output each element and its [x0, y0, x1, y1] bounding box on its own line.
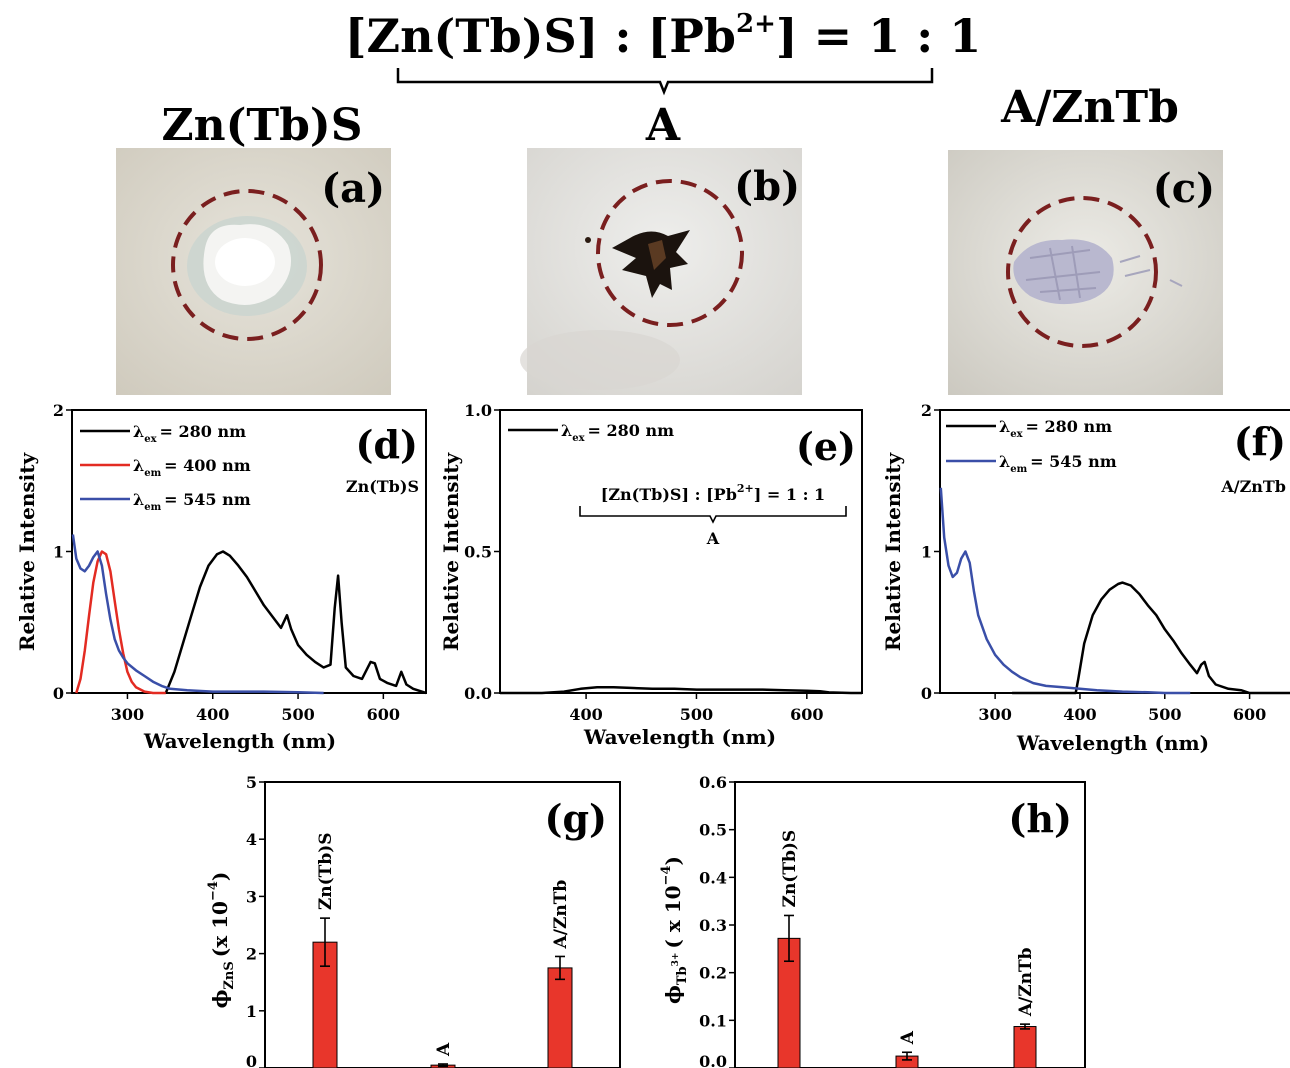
y-tick-label: 0.0 [464, 684, 492, 703]
x-tick-label: 500 [281, 705, 314, 724]
x-tick-label: 400 [196, 705, 229, 724]
column-title-c: A/ZnTb [1000, 82, 1179, 133]
panel-letter: (d) [355, 422, 418, 467]
photo-letter-b: (b) [734, 163, 800, 210]
y-tick-label: 3 [246, 887, 257, 906]
legend-entry: λem = 545 nm [133, 490, 251, 513]
legend-entry: λem = 400 nm [133, 456, 251, 479]
inset-bracket-title: [Zn(Tb)S] : [Pb2+] = 1 : 1 [601, 482, 825, 504]
legend-entry: λex = 280 nm [133, 422, 246, 445]
panel-letter: (f) [1234, 419, 1286, 464]
y-tick-label: 2 [53, 401, 64, 420]
y-tick-label: 0.3 [699, 916, 727, 935]
bar-label: A [434, 1042, 454, 1057]
series-line-2 [75, 550, 166, 695]
bar-label: A [898, 1030, 918, 1045]
y-axis-label: ϕTb3+( x 10−4) [659, 856, 690, 1004]
photo-b: (b) [520, 148, 802, 395]
x-axis-label: Wavelength (nm) [1016, 731, 1209, 755]
x-tick-label: 400 [569, 705, 602, 724]
y-tick-label: 0.5 [699, 821, 727, 840]
x-tick-label: 600 [367, 705, 400, 724]
series-line-1 [164, 550, 427, 695]
bar-label: Zn(Tb)S [780, 830, 800, 908]
bar-label: A/ZnTb [1016, 947, 1036, 1017]
y-tick-label: 0.6 [699, 773, 727, 792]
y-tick-label: 0.4 [699, 868, 727, 887]
x-axis-label: Wavelength (nm) [583, 725, 776, 749]
inset-label: A/ZnTb [1220, 477, 1286, 496]
y-tick-label: 0.5 [464, 543, 492, 562]
bar-label: Zn(Tb)S [316, 832, 336, 910]
x-tick-label: 300 [978, 705, 1011, 724]
inset-bracket-label: A [706, 529, 720, 548]
y-tick-label: 0.1 [699, 1011, 727, 1030]
photo-letter-c: (c) [1153, 165, 1215, 212]
chart-h: 0.0 0.1 0.2 0.3 0.4 0.5 0.6 Zn(Tb)S A A/ZnTb (h)… [659, 773, 1086, 1068]
y-tick-label: 0.2 [699, 964, 727, 983]
column-title-b: A [645, 100, 681, 151]
main-title: [Zn(Tb)S] : [Pb2+] = 1 : 1 [345, 9, 982, 63]
y-axis-label: Relative Intensity [439, 452, 463, 652]
legend: λex = 280 nm λem = 400 nm λem = 545 nm [80, 422, 251, 513]
x-tick-label: 600 [1233, 705, 1266, 724]
y-tick-label: 1.0 [464, 401, 492, 420]
photo-c: (c) [948, 150, 1223, 395]
panel-letter: (e) [796, 424, 856, 469]
inset-label: Zn(Tb)S [346, 477, 419, 496]
x-tick-label: 600 [790, 705, 823, 724]
x-axis-label: Wavelength (nm) [143, 729, 336, 753]
y-tick-label: 2 [246, 945, 257, 964]
highlight-ring-a [171, 189, 323, 341]
y-tick-label: 1 [246, 1002, 257, 1021]
y-axis-label: Relative Intensity [15, 452, 39, 652]
panel-letter: (g) [544, 796, 607, 841]
legend-entry: λem = 545 nm [999, 452, 1117, 475]
highlight-ring-c [1006, 196, 1158, 348]
x-tick-label: 300 [111, 705, 144, 724]
legend-entry: λex = 280 nm [999, 417, 1112, 440]
y-tick-label: 1 [921, 543, 932, 562]
series-line-2 [939, 487, 1191, 695]
legend-entry: λex = 280 nm [561, 421, 674, 444]
column-title-a: Zn(Tb)S [161, 100, 362, 151]
panel-letter: (h) [1008, 796, 1072, 841]
chart-e: 400 500 600 0.0 0.5 1.0 λex = 280 nm (e) [Zn(T… [439, 401, 863, 749]
photo-letter-a: (a) [321, 165, 385, 212]
y-tick-label: 5 [246, 773, 257, 792]
chart-g: 0 1 2 3 4 5 Zn(Tb)S A A/ZnTb (g) ϕZnS(x 10−4) [206, 773, 621, 1068]
y-tick-label: 0 [53, 684, 64, 703]
series-line-1 [1012, 581, 1290, 695]
x-tick-label: 500 [680, 705, 713, 724]
bar [1013, 1026, 1037, 1068]
y-tick-label: 0.0 [699, 1052, 727, 1068]
y-tick-label: 4 [246, 830, 257, 849]
x-tick-label: 400 [1063, 705, 1096, 724]
chart-d: 300 400 500 600 0 1 2 λex = 280 nm λem = 400 nm … [15, 401, 427, 753]
legend: λex = 280 nm λem = 545 nm [946, 417, 1117, 475]
highlight-ring-b [596, 179, 744, 327]
photo-a: (a) [116, 148, 391, 395]
y-tick-label: 0 [921, 684, 932, 703]
y-tick-label: 2 [921, 401, 932, 420]
y-axis-label: ϕZnS(x 10−4) [206, 872, 237, 1009]
x-tick-label: 500 [1148, 705, 1181, 724]
y-tick-label: 1 [53, 543, 64, 562]
y-tick-label: 0 [246, 1052, 257, 1068]
plot-frame [264, 781, 621, 1068]
series-line-3 [71, 534, 324, 695]
series-line-1 [500, 686, 862, 695]
bar [547, 967, 573, 1068]
inset-bracket [579, 506, 847, 524]
y-axis-label: Relative Intensity [881, 452, 905, 652]
bar-label: A/ZnTb [551, 880, 571, 950]
title-brace [396, 68, 934, 96]
legend: λex = 280 nm [508, 421, 674, 444]
